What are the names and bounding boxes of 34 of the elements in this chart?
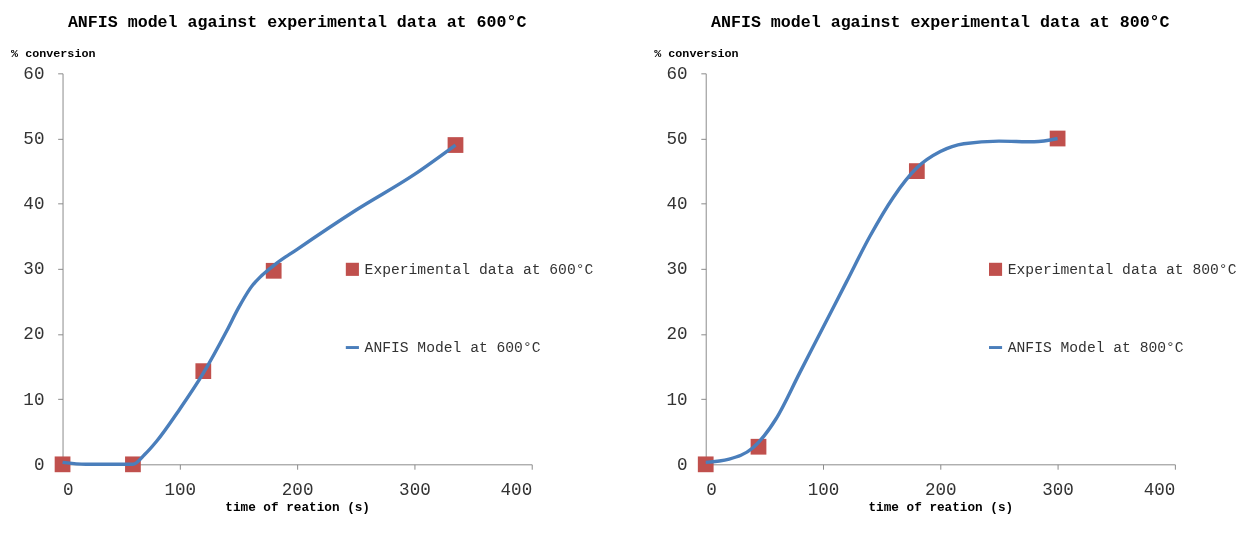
x-tick-label: 400	[500, 480, 533, 501]
y-tick-label: 0	[677, 454, 688, 475]
x-tick-label: 300	[1042, 480, 1074, 501]
y-tick-label: 0	[33, 454, 45, 475]
y-tick-label: 10	[23, 389, 45, 410]
y-tick-label: 40	[23, 194, 45, 215]
x-tick-label: 200	[281, 480, 314, 501]
x-tick-label: 100	[164, 480, 197, 501]
x-tick-label: 0	[706, 480, 717, 501]
y-tick-label: 10	[666, 389, 688, 410]
x-axis-title: time of reation (s)	[868, 499, 1014, 515]
y-tick-label: 30	[666, 259, 688, 280]
chart-title: ANFIS model against experimental data at 800°C	[711, 13, 1170, 33]
chart-title: ANFIS model against experimental data at 600°C	[67, 13, 527, 33]
y-tick-label: 60	[666, 63, 688, 84]
y-tick-label: 50	[666, 128, 688, 149]
x-tick-label: 400	[1143, 480, 1176, 501]
y-tick-label: 40	[666, 194, 688, 215]
y-tick-label: 20	[23, 324, 45, 345]
x-tick-label: 100	[807, 480, 840, 501]
x-tick-label: 200	[924, 480, 957, 501]
y-tick-label: 30	[23, 259, 45, 280]
y-axis-title: % conversion	[11, 47, 96, 62]
y-tick-label: 50	[23, 128, 45, 149]
x-tick-label: 300	[399, 480, 431, 501]
x-axis-title: time of reation (s)	[225, 499, 370, 515]
legend-label: ANFIS Model at 600°C	[364, 340, 541, 357]
y-tick-label: 60	[23, 63, 45, 84]
legend-label: Experimental data at 600°C	[364, 262, 594, 279]
legend-label: ANFIS Model at 800°C	[1007, 340, 1184, 357]
legend-label: Experimental data at 800°C	[1007, 262, 1237, 279]
y-tick-label: 20	[666, 324, 688, 345]
y-axis-title: % conversion	[654, 47, 739, 62]
x-tick-label: 0	[63, 480, 74, 501]
